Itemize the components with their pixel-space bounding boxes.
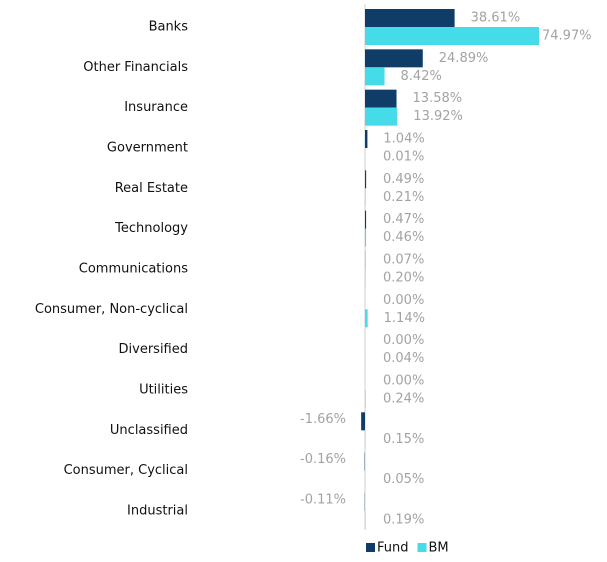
value-label: 0.21% xyxy=(383,190,424,205)
category-label: Insurance xyxy=(124,100,188,115)
value-label: 13.58% xyxy=(413,91,463,106)
category-label: Consumer, Cyclical xyxy=(64,463,188,478)
value-label: 0.00% xyxy=(383,373,424,388)
value-label: 74.97% xyxy=(542,29,592,44)
category-label: Utilities xyxy=(139,382,188,397)
category-label: Diversified xyxy=(119,342,188,357)
value-label: -0.16% xyxy=(300,452,346,467)
category-label: Communications xyxy=(79,261,188,276)
value-label: 0.00% xyxy=(383,333,424,348)
value-label: 0.20% xyxy=(383,270,424,285)
bar xyxy=(365,390,366,408)
value-label: 0.07% xyxy=(383,252,424,267)
category-label: Real Estate xyxy=(115,181,188,196)
bar xyxy=(365,211,366,229)
category-label: Banks xyxy=(149,20,189,35)
bar xyxy=(365,27,539,45)
value-label: 0.01% xyxy=(383,149,424,164)
value-label: 0.00% xyxy=(383,293,424,308)
category-label: Industrial xyxy=(127,503,188,518)
bar xyxy=(365,130,367,148)
bar xyxy=(365,49,423,67)
value-label: 1.14% xyxy=(384,311,425,326)
value-label: 0.47% xyxy=(383,212,424,227)
bar xyxy=(365,90,397,108)
legend-label: BM xyxy=(429,541,449,556)
category-label: Government xyxy=(107,140,188,155)
bar xyxy=(365,309,368,327)
value-label: 0.05% xyxy=(383,472,424,487)
value-label: 24.89% xyxy=(439,51,489,66)
category-label: Technology xyxy=(114,221,188,236)
value-label: 38.61% xyxy=(471,11,521,26)
bar xyxy=(365,108,397,126)
bar xyxy=(365,229,366,247)
value-label: -0.11% xyxy=(300,492,346,507)
bar xyxy=(361,412,365,430)
legend-swatch xyxy=(418,543,427,552)
value-label: 0.46% xyxy=(383,230,424,245)
value-label: 1.04% xyxy=(383,131,424,146)
bar xyxy=(365,9,455,27)
value-label: 0.24% xyxy=(383,391,424,406)
bar xyxy=(365,170,366,188)
value-label: -1.66% xyxy=(300,412,346,427)
category-label: Consumer, Non-cyclical xyxy=(35,302,188,317)
bar xyxy=(365,67,385,85)
legend-swatch xyxy=(366,543,375,552)
value-label: 0.04% xyxy=(383,351,424,366)
category-label: Unclassified xyxy=(110,423,188,438)
value-label: 0.49% xyxy=(383,172,424,187)
value-label: 0.15% xyxy=(383,432,424,447)
value-label: 13.92% xyxy=(413,109,463,124)
value-label: 0.19% xyxy=(383,512,424,527)
legend-label: Fund xyxy=(377,541,409,556)
category-label: Other Financials xyxy=(83,60,188,75)
value-label: 8.42% xyxy=(401,69,442,84)
